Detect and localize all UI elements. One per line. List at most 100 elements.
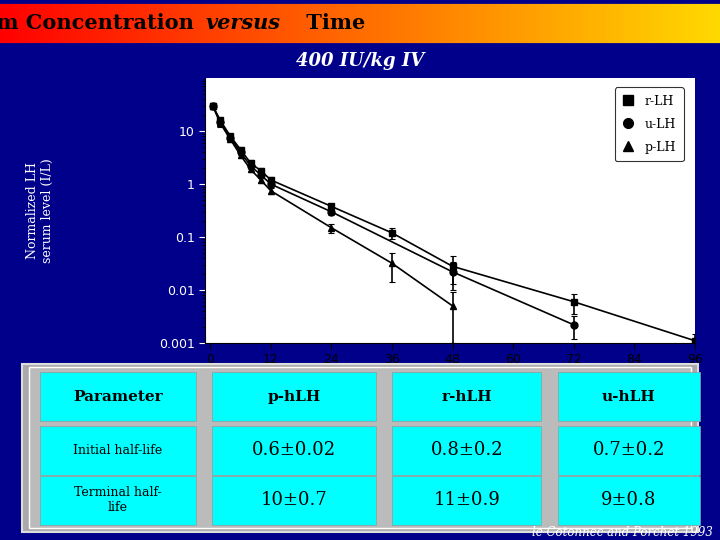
Bar [619, 2, 621, 44]
Bar [600, 2, 603, 44]
Bar [142, 2, 144, 44]
Bar [612, 2, 614, 44]
Bar [182, 2, 185, 44]
Bar [497, 2, 499, 44]
Bar [593, 2, 595, 44]
Bar [480, 2, 482, 44]
Text: Terminal half-
life: Terminal half- life [74, 486, 161, 514]
Bar [178, 2, 180, 44]
Bar [297, 2, 300, 44]
Bar [60, 2, 63, 44]
Bar [629, 2, 631, 44]
Bar [562, 2, 564, 44]
Bar [365, 2, 367, 44]
Bar [585, 2, 588, 44]
Bar [420, 2, 423, 44]
Bar [662, 2, 665, 44]
Bar [331, 2, 333, 44]
Bar [492, 2, 495, 44]
Bar [341, 2, 343, 44]
Bar [130, 2, 132, 44]
Bar [384, 2, 387, 44]
Bar [0, 2, 2, 44]
Bar [648, 2, 650, 44]
Bar [444, 2, 446, 44]
Bar [122, 2, 125, 44]
Bar [698, 2, 701, 44]
Bar [7, 2, 9, 44]
Bar [504, 2, 506, 44]
Text: 0.8±0.2: 0.8±0.2 [431, 441, 503, 460]
Bar [197, 2, 199, 44]
Bar [307, 2, 310, 44]
Bar [41, 2, 43, 44]
Bar [581, 2, 583, 44]
Bar [149, 2, 151, 44]
Bar [257, 2, 259, 44]
Bar [531, 2, 533, 44]
Bar [199, 2, 202, 44]
Bar [708, 2, 711, 44]
Bar [675, 2, 677, 44]
Bar [711, 2, 713, 44]
Bar [456, 2, 459, 44]
Bar [449, 2, 451, 44]
Bar [74, 2, 77, 44]
Bar [670, 2, 672, 44]
Bar [202, 2, 204, 44]
Bar [446, 2, 449, 44]
Bar [557, 2, 559, 44]
Bar [317, 2, 319, 44]
Bar [636, 2, 639, 44]
Bar [173, 2, 175, 44]
Bar [689, 2, 691, 44]
Bar [358, 2, 360, 44]
Bar [5, 2, 7, 44]
Bar [135, 2, 137, 44]
Bar [701, 2, 703, 44]
Bar [540, 2, 542, 44]
Bar [509, 2, 511, 44]
Bar [396, 2, 398, 44]
Bar [89, 2, 91, 44]
FancyBboxPatch shape [558, 426, 700, 475]
Bar [706, 2, 708, 44]
Bar [132, 2, 135, 44]
FancyBboxPatch shape [22, 363, 698, 532]
Bar [468, 2, 470, 44]
FancyBboxPatch shape [212, 426, 376, 475]
Bar [288, 2, 290, 44]
Bar [653, 2, 655, 44]
Bar [77, 2, 79, 44]
FancyBboxPatch shape [558, 476, 700, 525]
Bar [300, 2, 302, 44]
Bar [538, 2, 540, 44]
Bar [223, 2, 225, 44]
Bar [63, 2, 65, 44]
Bar [228, 2, 230, 44]
Bar [185, 2, 187, 44]
Bar [351, 2, 353, 44]
Bar [425, 2, 427, 44]
Bar [221, 2, 223, 44]
FancyBboxPatch shape [558, 372, 700, 421]
Bar [418, 2, 420, 44]
Bar [43, 2, 45, 44]
Bar [17, 2, 19, 44]
Text: LH Serum Concentration: LH Serum Concentration [0, 13, 202, 33]
Bar [218, 2, 221, 44]
Bar [607, 2, 610, 44]
Bar [326, 2, 329, 44]
FancyBboxPatch shape [40, 476, 196, 525]
Bar [324, 2, 326, 44]
Bar [394, 2, 396, 44]
Text: u-hLH: u-hLH [602, 390, 656, 404]
Bar [696, 2, 698, 44]
Bar [552, 2, 554, 44]
Bar [137, 2, 139, 44]
Bar [171, 2, 173, 44]
Bar [194, 2, 197, 44]
Bar [459, 2, 461, 44]
Bar [454, 2, 456, 44]
Bar [410, 2, 413, 44]
